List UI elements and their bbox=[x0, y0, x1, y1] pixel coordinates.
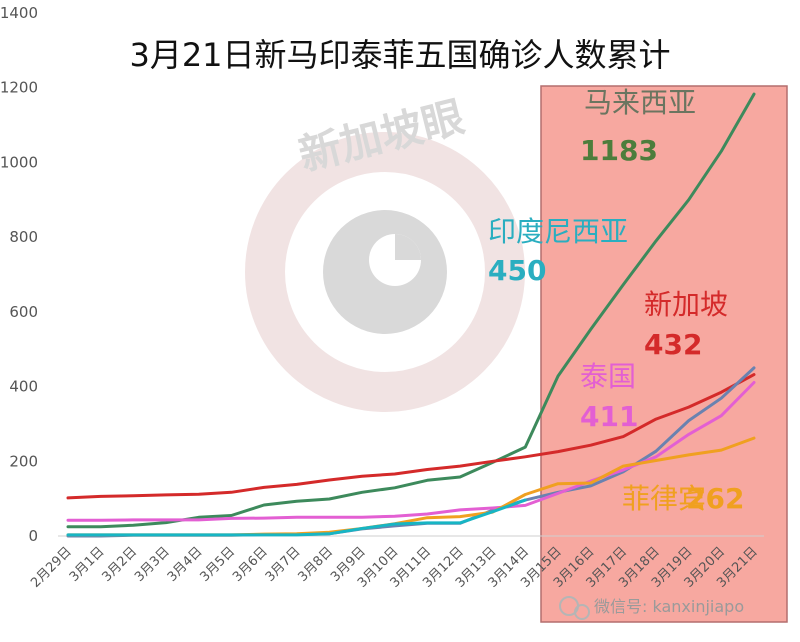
annotation-value-indonesia: 450 bbox=[488, 254, 546, 287]
x-tick-label: 3月8日 bbox=[295, 544, 336, 585]
annotation-name-singapore: 新加坡 bbox=[644, 288, 728, 321]
series-line-cyan bbox=[66, 498, 527, 537]
y-tick-label: 1000 bbox=[0, 153, 38, 171]
annotation-value-malaysia: 1183 bbox=[580, 134, 658, 167]
annotation-value-thailand: 411 bbox=[580, 400, 638, 433]
wechat-id: 微信号: kanxinjiapo bbox=[594, 597, 744, 616]
y-tick-label: 400 bbox=[9, 378, 38, 396]
y-tick-label: 0 bbox=[28, 527, 38, 545]
series-line-singapore bbox=[66, 373, 756, 500]
x-tick-label: 3月2日 bbox=[99, 544, 140, 585]
wechat-badge: 微信号: kanxinjiapo bbox=[559, 596, 744, 620]
x-tick-label: 3月4日 bbox=[165, 544, 206, 585]
y-tick-label: 600 bbox=[9, 303, 38, 321]
annotation-value-singapore: 432 bbox=[644, 328, 702, 361]
annotation-name-philippines: 菲律宾 bbox=[622, 482, 706, 515]
annotation-value-philippines: 262 bbox=[686, 482, 744, 515]
highlight-region bbox=[540, 85, 788, 623]
x-tick-label: 3月7日 bbox=[263, 544, 304, 585]
highlight-box bbox=[540, 85, 788, 623]
x-tick-label: 3月6日 bbox=[230, 544, 271, 585]
y-axis: 0 200 400 600 800 1000 1200 1400 bbox=[0, 4, 38, 545]
series-lines bbox=[66, 92, 756, 538]
watermark: 新加坡眼 bbox=[245, 92, 525, 412]
x-tick-label: 3月1日 bbox=[67, 544, 108, 585]
annotation-name-malaysia: 马来西亚 bbox=[584, 86, 696, 119]
y-tick-label: 1400 bbox=[0, 4, 38, 22]
y-tick-label: 800 bbox=[9, 228, 38, 246]
x-tick-label: 2月29日 bbox=[28, 544, 75, 591]
x-tick-label: 3月3日 bbox=[132, 544, 173, 585]
chart-title: 3月21日新马印泰菲五国确诊人数累计 bbox=[129, 36, 670, 74]
y-tick-label: 1200 bbox=[0, 79, 38, 97]
annotation-name-indonesia: 印度尼西亚 bbox=[488, 215, 628, 248]
x-tick-label: 3月5日 bbox=[197, 544, 238, 585]
y-tick-label: 200 bbox=[9, 452, 38, 470]
annotation-name-thailand: 泰国 bbox=[580, 360, 636, 393]
